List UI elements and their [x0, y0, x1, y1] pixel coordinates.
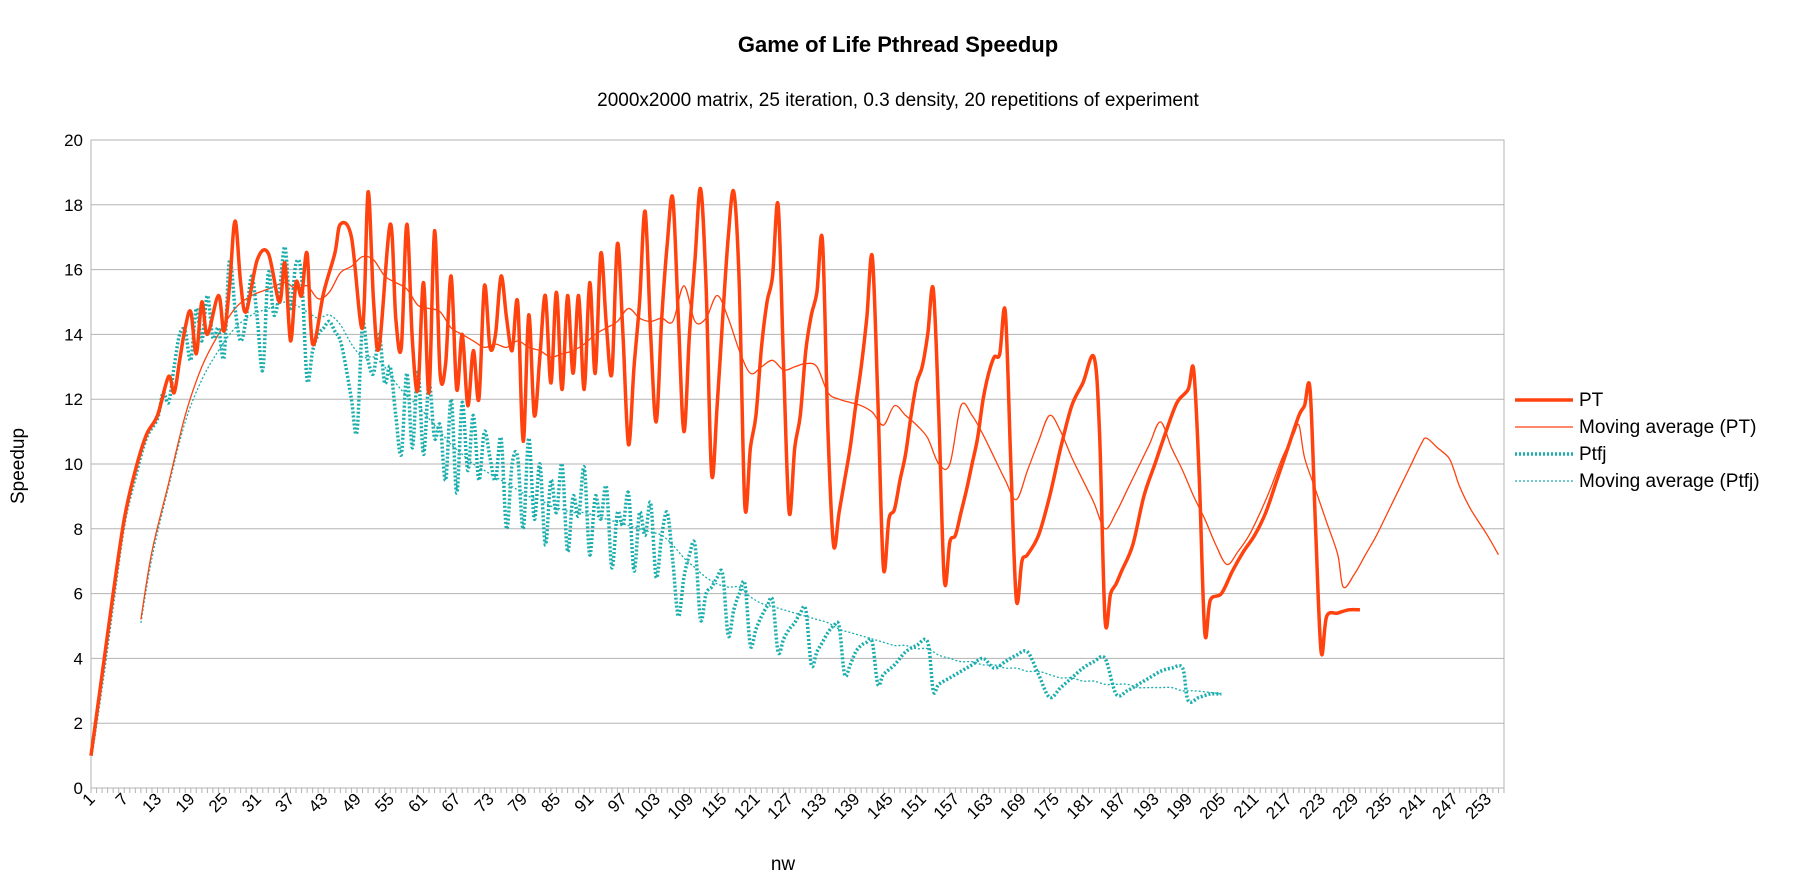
x-tick-label: 43: [305, 789, 332, 816]
legend-label: PT: [1579, 390, 1604, 411]
y-tick-label: 4: [74, 649, 83, 668]
x-axis-ticks: 1 7 13 19 25 31 37 43 49 55 61 67 73 79 85 91 97 103 109 11…: [79, 788, 1505, 823]
x-tick-label: 91: [571, 789, 598, 816]
x-tick-label: 1: [79, 789, 99, 809]
series-line-ptfj: [89, 245, 1222, 756]
x-tick-label: 31: [238, 789, 265, 816]
x-tick-label: 223: [1295, 789, 1328, 822]
x-tick-label: 13: [139, 789, 166, 816]
x-tick-label: 181: [1063, 789, 1096, 822]
x-tick-label: 199: [1162, 789, 1195, 822]
y-tick-label: 6: [74, 585, 83, 604]
x-tick-label: 67: [438, 789, 465, 816]
x-tick-label: 61: [404, 789, 431, 816]
x-tick-label: 241: [1395, 789, 1428, 822]
x-tick-label: 121: [730, 789, 763, 822]
legend: PT Moving average (PT) Ptfj Moving average …: [1515, 390, 1760, 492]
y-tick-label: 16: [64, 261, 83, 280]
x-tick-label: 187: [1096, 789, 1129, 822]
series-line-moving-average-pt: [140, 255, 1500, 620]
y-tick-label: 14: [64, 325, 83, 344]
x-tick-label: 175: [1029, 789, 1062, 822]
x-tick-label: 97: [604, 789, 631, 816]
x-tick-label: 85: [537, 789, 564, 816]
x-tick-label: 73: [471, 789, 498, 816]
legend-label: Moving average (PT): [1579, 417, 1756, 438]
x-tick-label: 79: [504, 789, 531, 816]
x-tick-label: 55: [371, 789, 398, 816]
chart-title: Game of Life Pthread Speedup: [738, 32, 1058, 57]
x-axis-title: nw: [771, 854, 796, 875]
x-tick-label: 7: [112, 789, 132, 809]
x-tick-label: 133: [797, 789, 830, 822]
y-tick-label: 2: [74, 714, 83, 733]
x-tick-label: 247: [1428, 789, 1461, 822]
x-tick-label: 145: [863, 789, 896, 822]
x-tick-label: 205: [1196, 789, 1229, 822]
x-tick-label: 163: [963, 789, 996, 822]
y-tick-label: 12: [64, 390, 83, 409]
x-tick-label: 127: [764, 789, 797, 822]
x-tick-label: 229: [1329, 789, 1362, 822]
series-line-moving-average-ptfj: [140, 301, 1222, 695]
x-tick-label: 211: [1230, 789, 1263, 822]
x-tick-label: 151: [897, 789, 930, 822]
chart-subtitle: 2000x2000 matrix, 25 iteration, 0.3 dens…: [597, 90, 1199, 111]
y-tick-label: 8: [74, 520, 83, 539]
x-tick-label: 25: [205, 789, 232, 816]
y-tick-label: 0: [74, 779, 83, 798]
series-layer: [89, 186, 1500, 756]
x-tick-label: 19: [172, 789, 199, 816]
x-tick-label: 217: [1262, 789, 1295, 822]
y-axis-title: Speedup: [8, 428, 29, 504]
legend-label: Ptfj: [1579, 444, 1606, 465]
x-tick-label: 157: [930, 789, 963, 822]
series-line-pt: [89, 186, 1360, 756]
x-tick-label: 193: [1129, 789, 1162, 822]
y-tick-label: 10: [64, 455, 83, 474]
y-tick-label: 20: [64, 131, 83, 150]
x-tick-label: 253: [1462, 789, 1495, 822]
x-tick-label: 139: [830, 789, 863, 822]
gridlines: [91, 139, 1504, 789]
y-axis-ticks: 0 2 4 6 8 10 12 14 16 18 20: [64, 131, 83, 798]
x-tick-label: 37: [271, 789, 298, 816]
x-tick-label: 115: [698, 789, 731, 822]
x-tick-label: 103: [631, 789, 664, 822]
x-tick-label: 169: [996, 789, 1029, 822]
plot-area: [90, 139, 1505, 789]
x-tick-label: 49: [338, 789, 365, 816]
x-tick-label: 235: [1362, 789, 1395, 822]
x-tick-label: 109: [664, 789, 697, 822]
legend-label: Moving average (Ptfj): [1579, 471, 1760, 492]
y-tick-label: 18: [64, 196, 83, 215]
